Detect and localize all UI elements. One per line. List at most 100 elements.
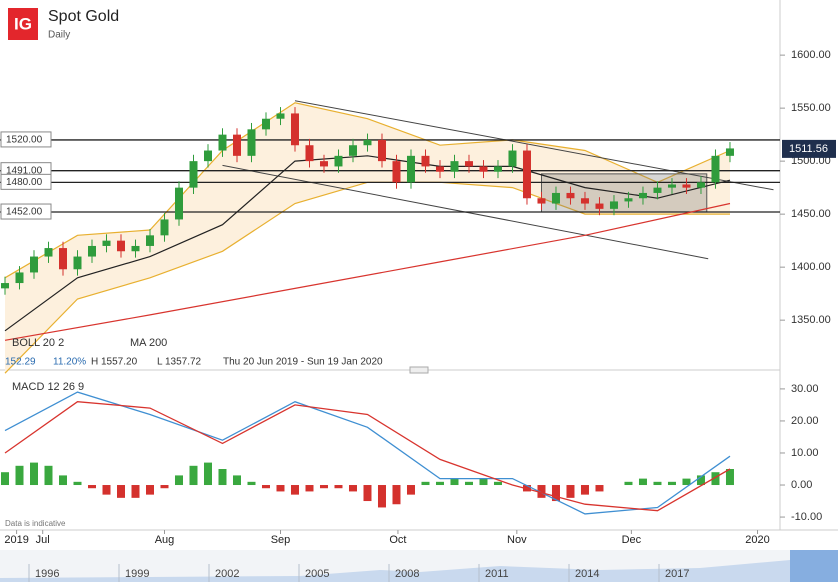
x-tick-label: Dec bbox=[622, 534, 642, 546]
candle-body bbox=[334, 155, 343, 167]
candle-body bbox=[348, 145, 357, 156]
histogram-bar bbox=[145, 485, 154, 495]
histogram-bar bbox=[116, 485, 125, 498]
histogram-bar bbox=[682, 478, 691, 486]
y-tick-label: 1350.00 bbox=[791, 314, 831, 326]
histogram-bar bbox=[711, 472, 720, 486]
macd-line bbox=[4, 401, 731, 512]
subtitle: Daily bbox=[48, 30, 70, 41]
histogram-bar bbox=[189, 465, 198, 486]
candle-body bbox=[421, 155, 430, 167]
histogram-bar bbox=[203, 462, 212, 486]
y-tick-label: -10.00 bbox=[791, 511, 822, 523]
y-tick-label: 0.00 bbox=[791, 479, 812, 491]
histogram-bar bbox=[725, 469, 734, 486]
histogram-bar bbox=[73, 481, 82, 486]
histogram-bar bbox=[363, 485, 372, 502]
bollinger-upper bbox=[4, 102, 731, 279]
histogram-bar bbox=[247, 481, 256, 486]
candle-body bbox=[392, 161, 401, 183]
y-tick-label: 1500.00 bbox=[791, 155, 831, 167]
histogram-bar bbox=[653, 481, 662, 486]
candle-body bbox=[537, 198, 546, 204]
histogram-bar bbox=[377, 485, 386, 508]
candle-body bbox=[276, 113, 285, 119]
candle-body bbox=[493, 166, 502, 172]
histogram-bar bbox=[232, 475, 241, 486]
histogram-bar bbox=[450, 478, 459, 486]
navigator-year: 2014 bbox=[575, 568, 599, 580]
last-price-box bbox=[782, 139, 836, 158]
candle-body bbox=[363, 139, 372, 146]
navigator-year: 2005 bbox=[305, 568, 329, 580]
candle-body bbox=[377, 139, 386, 162]
x-tick-label: 2019 bbox=[4, 534, 28, 546]
moving-average bbox=[4, 202, 731, 341]
level-label-box bbox=[0, 203, 52, 220]
y-tick-label: 1550.00 bbox=[791, 102, 831, 114]
candle-body bbox=[595, 203, 604, 209]
indicator-label: MA 200 bbox=[130, 337, 167, 349]
candle-body bbox=[174, 187, 183, 220]
resize-handle[interactable] bbox=[409, 366, 429, 374]
histogram-bar bbox=[174, 475, 183, 486]
histogram-bar bbox=[87, 485, 96, 489]
histogram-bar bbox=[59, 475, 68, 486]
histogram-bar bbox=[595, 485, 604, 492]
histogram-bar bbox=[638, 478, 647, 486]
candle-body bbox=[218, 134, 227, 151]
level-label-box bbox=[0, 173, 52, 190]
candle-body bbox=[290, 113, 299, 146]
histogram-bar bbox=[464, 481, 473, 486]
histogram-bar bbox=[421, 481, 430, 486]
candle-body bbox=[508, 150, 517, 167]
candle-body bbox=[638, 192, 647, 199]
candle-body bbox=[609, 201, 618, 209]
candle-body bbox=[44, 248, 53, 257]
candle-body bbox=[580, 198, 589, 204]
candle-body bbox=[247, 129, 256, 156]
navigator-year: 2008 bbox=[395, 568, 419, 580]
histogram-bar bbox=[435, 481, 444, 486]
candle-body bbox=[232, 134, 241, 156]
candle-body bbox=[450, 161, 459, 172]
navigator-year: 2017 bbox=[665, 568, 689, 580]
x-tick-label: Sep bbox=[271, 534, 291, 546]
candle-body bbox=[189, 161, 198, 188]
navigator-year: 1999 bbox=[125, 568, 149, 580]
candle-body bbox=[305, 145, 314, 162]
candle-body bbox=[696, 182, 705, 188]
histogram-bar bbox=[44, 465, 53, 486]
axis-bg bbox=[780, 0, 838, 582]
histogram-bar bbox=[218, 469, 227, 486]
macd-title: MACD 12 26 9 bbox=[12, 381, 84, 393]
x-tick-label: Nov bbox=[507, 534, 527, 546]
logo bbox=[8, 8, 38, 40]
histogram-bar bbox=[319, 485, 328, 489]
candle-body bbox=[464, 161, 473, 167]
y-tick-label: 1450.00 bbox=[791, 208, 831, 220]
level-label-box bbox=[0, 131, 52, 148]
candle-body bbox=[131, 245, 140, 252]
moving-average bbox=[4, 155, 731, 332]
candle-body bbox=[261, 118, 270, 130]
candle-body bbox=[145, 235, 154, 246]
navigator-year: 2002 bbox=[215, 568, 239, 580]
footnote: Data is indicative bbox=[5, 519, 66, 528]
last-price: 1511.56 bbox=[789, 143, 828, 155]
y-tick-label: 20.00 bbox=[791, 415, 819, 427]
candle-body bbox=[624, 198, 633, 202]
stat: Thu 20 Jun 2019 - Sun 19 Jan 2020 bbox=[223, 357, 383, 368]
stat: 11.20% bbox=[53, 357, 86, 368]
level-label: 1491.00 bbox=[6, 165, 43, 176]
x-tick-label: Jul bbox=[36, 534, 50, 546]
navigator-window[interactable] bbox=[790, 550, 838, 582]
candle-body bbox=[406, 155, 415, 183]
level-label: 1480.00 bbox=[6, 177, 43, 188]
histogram-bar bbox=[334, 485, 343, 489]
candle-body bbox=[15, 272, 24, 284]
logo-text: IG bbox=[14, 14, 32, 33]
macd-line bbox=[4, 391, 731, 515]
